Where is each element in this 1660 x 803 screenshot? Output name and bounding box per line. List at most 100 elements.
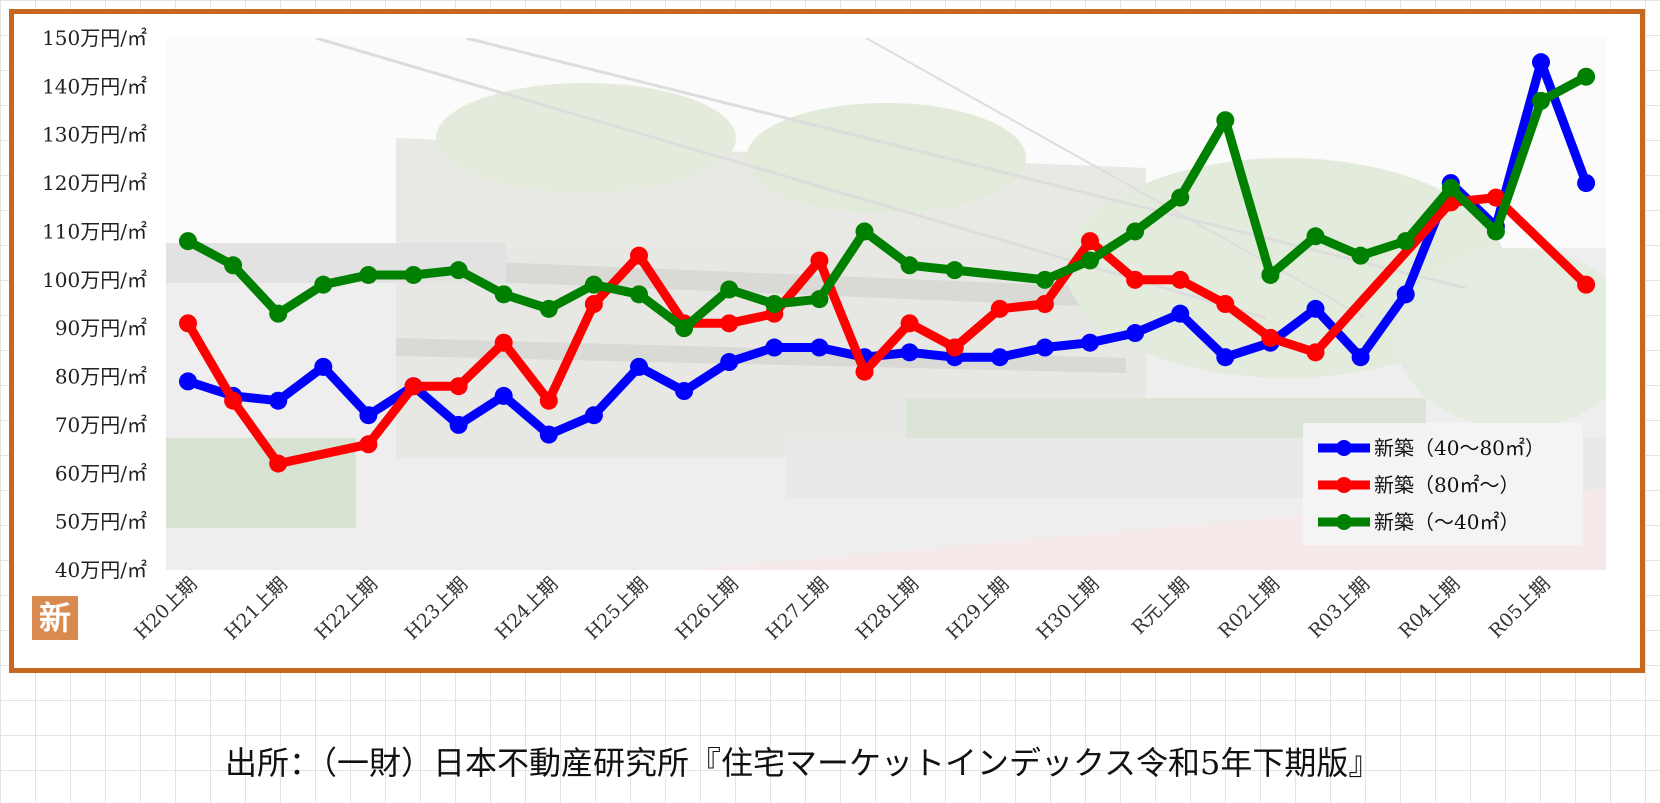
- y-tick-label: 50万円/㎡: [55, 510, 147, 534]
- data-point: [269, 304, 288, 323]
- data-point: [449, 261, 468, 280]
- x-tick-label: H20上期: [130, 573, 201, 644]
- data-point: [224, 256, 243, 275]
- data-point: [449, 377, 468, 396]
- y-tick-label: 80万円/㎡: [55, 365, 147, 389]
- y-tick-label: 40万円/㎡: [55, 558, 147, 582]
- data-point: [1126, 222, 1145, 241]
- data-point: [1306, 227, 1325, 246]
- x-tick-label: H26上期: [671, 573, 742, 644]
- data-point: [404, 377, 423, 396]
- data-point: [675, 319, 694, 338]
- data-point: [539, 391, 558, 410]
- data-point: [765, 338, 784, 357]
- data-point: [1577, 275, 1596, 294]
- data-point: [1351, 348, 1370, 367]
- data-point: [1081, 232, 1099, 251]
- data-point: [1216, 295, 1235, 313]
- data-point: [359, 406, 378, 425]
- data-point: [1171, 188, 1190, 207]
- data-point: [1577, 67, 1596, 86]
- y-tick-label: 150万円/㎡: [42, 26, 147, 50]
- data-point: [314, 275, 333, 294]
- data-point: [494, 333, 513, 352]
- data-point: [179, 314, 197, 333]
- x-tick-label: R04上期: [1395, 573, 1465, 643]
- data-point: [1035, 295, 1054, 313]
- data-point: [675, 382, 694, 401]
- x-tick-label: H25上期: [581, 573, 652, 644]
- x-tick-label: H24上期: [491, 573, 562, 644]
- data-point: [539, 299, 558, 318]
- source-caption: 出所：（一財）日本不動産研究所『住宅マーケットインデックス令和5年下期版』: [225, 744, 1381, 782]
- data-point: [584, 275, 603, 294]
- legend: 新築（40～80㎡） 新築（80㎡～） 新築（～40㎡）: [1303, 423, 1583, 545]
- data-point: [224, 391, 243, 410]
- data-point: [1261, 265, 1280, 284]
- x-tick-label: R05上期: [1485, 573, 1555, 643]
- x-tick-label: H29上期: [942, 573, 1013, 644]
- data-point: [494, 386, 513, 405]
- y-tick-label: 140万円/㎡: [42, 74, 147, 98]
- x-tick-label: H21上期: [220, 573, 291, 644]
- data-point: [720, 353, 739, 372]
- data-point: [810, 251, 829, 270]
- data-point: [1441, 178, 1460, 197]
- legend-swatch-marker: [1336, 440, 1352, 456]
- data-point: [1577, 174, 1596, 193]
- data-point: [314, 357, 333, 376]
- data-point: [1351, 246, 1370, 265]
- x-tick-label: H30上期: [1032, 573, 1103, 644]
- data-point: [630, 357, 648, 376]
- y-tick-label: 70万円/㎡: [55, 413, 147, 437]
- y-tick-label: 100万円/㎡: [42, 268, 147, 292]
- new-badge-icon: 新: [32, 596, 78, 640]
- data-point: [765, 295, 784, 313]
- data-point: [179, 372, 197, 391]
- data-point: [855, 222, 874, 241]
- data-point: [1306, 343, 1325, 362]
- data-point: [810, 290, 829, 309]
- data-point: [720, 280, 739, 299]
- series-group: [179, 67, 1596, 338]
- y-tick-label: 60万円/㎡: [55, 461, 147, 485]
- legend-swatch-marker: [1336, 514, 1352, 530]
- data-point: [720, 314, 739, 333]
- data-point: [945, 261, 964, 280]
- data-point: [539, 425, 558, 444]
- x-tick-label: H27上期: [762, 573, 833, 644]
- data-point: [1396, 232, 1415, 251]
- data-point: [630, 246, 648, 265]
- data-point: [1126, 324, 1145, 343]
- legend-swatch-marker: [1336, 477, 1352, 493]
- data-point: [359, 265, 378, 284]
- x-tick-label: R元上期: [1128, 573, 1194, 639]
- data-point: [900, 343, 919, 362]
- data-point: [1126, 270, 1145, 289]
- y-tick-label: 130万円/㎡: [42, 123, 147, 147]
- y-axis: 40万円/㎡ 50万円/㎡ 60万円/㎡ 70万円/㎡ 80万円/㎡ 90万円/㎡ 100万…: [42, 26, 147, 582]
- x-tick-label: H22上期: [311, 573, 382, 644]
- y-tick-label: 120万円/㎡: [42, 171, 147, 195]
- data-point: [900, 256, 919, 275]
- data-point: [1306, 299, 1325, 318]
- data-point: [1261, 328, 1280, 347]
- series-line: [184, 193, 1590, 469]
- x-tick-label: R02上期: [1214, 573, 1284, 643]
- data-point: [1216, 111, 1235, 130]
- data-point: [359, 435, 378, 454]
- data-point: [1081, 333, 1099, 352]
- data-point: [404, 265, 423, 284]
- series-layer: [179, 53, 1596, 473]
- data-point: [1486, 222, 1505, 241]
- data-point: [584, 406, 603, 425]
- data-point: [855, 362, 874, 381]
- legend-label: 新築（～40㎡）: [1374, 510, 1519, 534]
- x-tick-label: H23上期: [401, 573, 472, 644]
- data-point: [990, 299, 1009, 318]
- data-point: [179, 232, 197, 251]
- data-point: [1171, 270, 1190, 289]
- series-line: [186, 57, 1591, 440]
- data-point: [1035, 338, 1054, 357]
